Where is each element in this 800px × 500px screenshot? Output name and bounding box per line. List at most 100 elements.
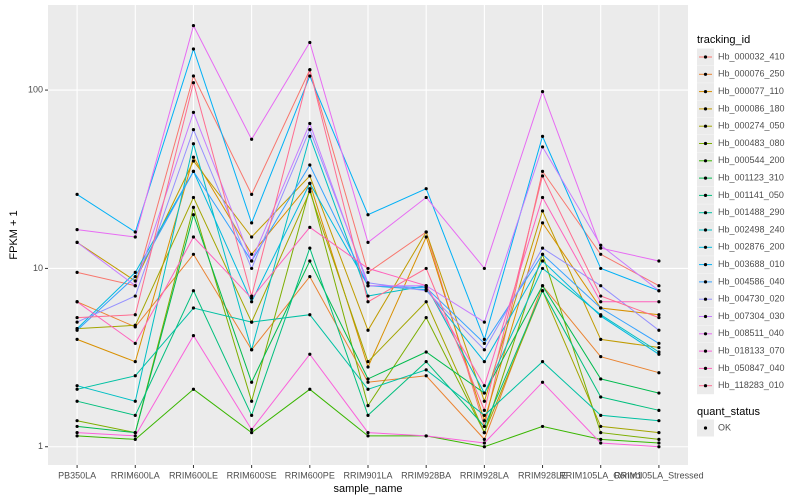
y-tick-label: 10: [33, 263, 43, 273]
legend-point: [703, 314, 708, 319]
data-point: [657, 328, 661, 332]
data-point: [482, 431, 486, 435]
data-point: [657, 350, 661, 354]
data-point: [250, 300, 254, 304]
data-point: [366, 387, 370, 391]
data-point: [657, 391, 661, 395]
data-point: [75, 399, 79, 403]
legend-label: Hb_000274_050: [718, 121, 785, 131]
data-point: [599, 314, 603, 318]
legend-point: [703, 426, 708, 430]
data-point: [599, 431, 603, 435]
data-point: [366, 380, 370, 384]
data-point: [133, 434, 137, 438]
data-point: [133, 413, 137, 417]
legend-label: Hb_001141_050: [718, 190, 784, 200]
data-point: [657, 345, 661, 350]
data-point: [599, 377, 603, 381]
legend-label: Hb_002876_200: [718, 242, 785, 252]
data-point: [75, 228, 79, 232]
data-point: [424, 195, 428, 200]
data-point: [75, 300, 79, 304]
x-tick-label: RRIM600LE: [169, 470, 218, 480]
data-point: [250, 294, 254, 298]
data-point: [657, 419, 661, 423]
x-tick-label: RRIM600PE: [285, 470, 335, 480]
data-point: [366, 281, 370, 285]
legend-label: Hb_004730_020: [718, 294, 785, 304]
data-point: [308, 128, 312, 132]
legend-point: [703, 297, 708, 301]
legend-label: Hb_018133_070: [718, 345, 785, 355]
data-point: [657, 431, 661, 435]
legend-label: Hb_000076_250: [718, 69, 785, 79]
data-point: [75, 328, 79, 332]
data-point: [250, 259, 254, 263]
data-point: [308, 352, 312, 356]
data-point: [191, 142, 196, 146]
legend-label: Hb_000032_410: [718, 51, 785, 61]
data-point: [75, 434, 79, 438]
data-point: [657, 445, 661, 449]
data-point: [75, 240, 79, 244]
data-point: [366, 328, 370, 332]
data-point: [250, 137, 254, 141]
data-point: [191, 169, 196, 173]
data-point: [482, 413, 486, 417]
legend-label: Hb_118283_010: [718, 380, 784, 390]
data-point: [250, 348, 254, 352]
legend-point: [703, 159, 708, 163]
legend-label: Hb_008511_040: [718, 328, 784, 338]
data-point: [599, 337, 603, 341]
data-point: [540, 195, 545, 200]
x-tick-label: RRIM600LA: [111, 470, 160, 480]
x-tick-label: RRIM928BA: [401, 470, 451, 480]
data-point: [366, 266, 370, 271]
data-point: [308, 225, 312, 229]
data-point: [308, 189, 312, 194]
x-tick-label: RRIM928LE: [518, 470, 567, 480]
data-point: [424, 315, 428, 320]
data-point: [482, 266, 486, 271]
legend-point: [703, 124, 708, 128]
data-point: [657, 289, 661, 293]
data-point: [482, 341, 486, 345]
data-point: [482, 419, 486, 423]
data-point: [250, 296, 254, 300]
data-point: [191, 128, 196, 132]
data-point: [657, 437, 661, 441]
data-point: [133, 230, 137, 234]
x-tick-label: RRIM928LA: [460, 470, 509, 480]
data-point: [599, 395, 603, 399]
data-point: [250, 413, 254, 417]
data-point: [540, 134, 545, 138]
data-point: [540, 174, 545, 178]
data-point: [133, 235, 137, 239]
data-point: [657, 371, 661, 375]
data-point: [657, 300, 661, 304]
legend-point: [703, 176, 708, 180]
data-point: [424, 230, 428, 234]
data-point: [75, 387, 79, 391]
x-axis-title: sample_name: [333, 483, 402, 495]
legend-point: [703, 245, 708, 249]
data-point: [191, 334, 196, 338]
data-point: [133, 270, 137, 274]
data-point: [599, 300, 603, 304]
data-point: [599, 441, 603, 445]
data-point: [657, 341, 661, 345]
data-point: [191, 155, 196, 159]
data-point: [482, 320, 486, 324]
data-point: [482, 399, 486, 403]
y-tick-label: 100: [28, 84, 43, 94]
data-point: [308, 274, 312, 279]
legend-point: [703, 107, 708, 111]
data-point: [250, 192, 254, 197]
data-point: [366, 270, 370, 274]
legend-point: [703, 384, 708, 388]
data-point: [657, 313, 661, 317]
legend-label: Hb_007304_030: [718, 311, 785, 321]
data-point: [191, 387, 196, 391]
data-point: [599, 284, 603, 288]
data-point: [482, 441, 486, 445]
